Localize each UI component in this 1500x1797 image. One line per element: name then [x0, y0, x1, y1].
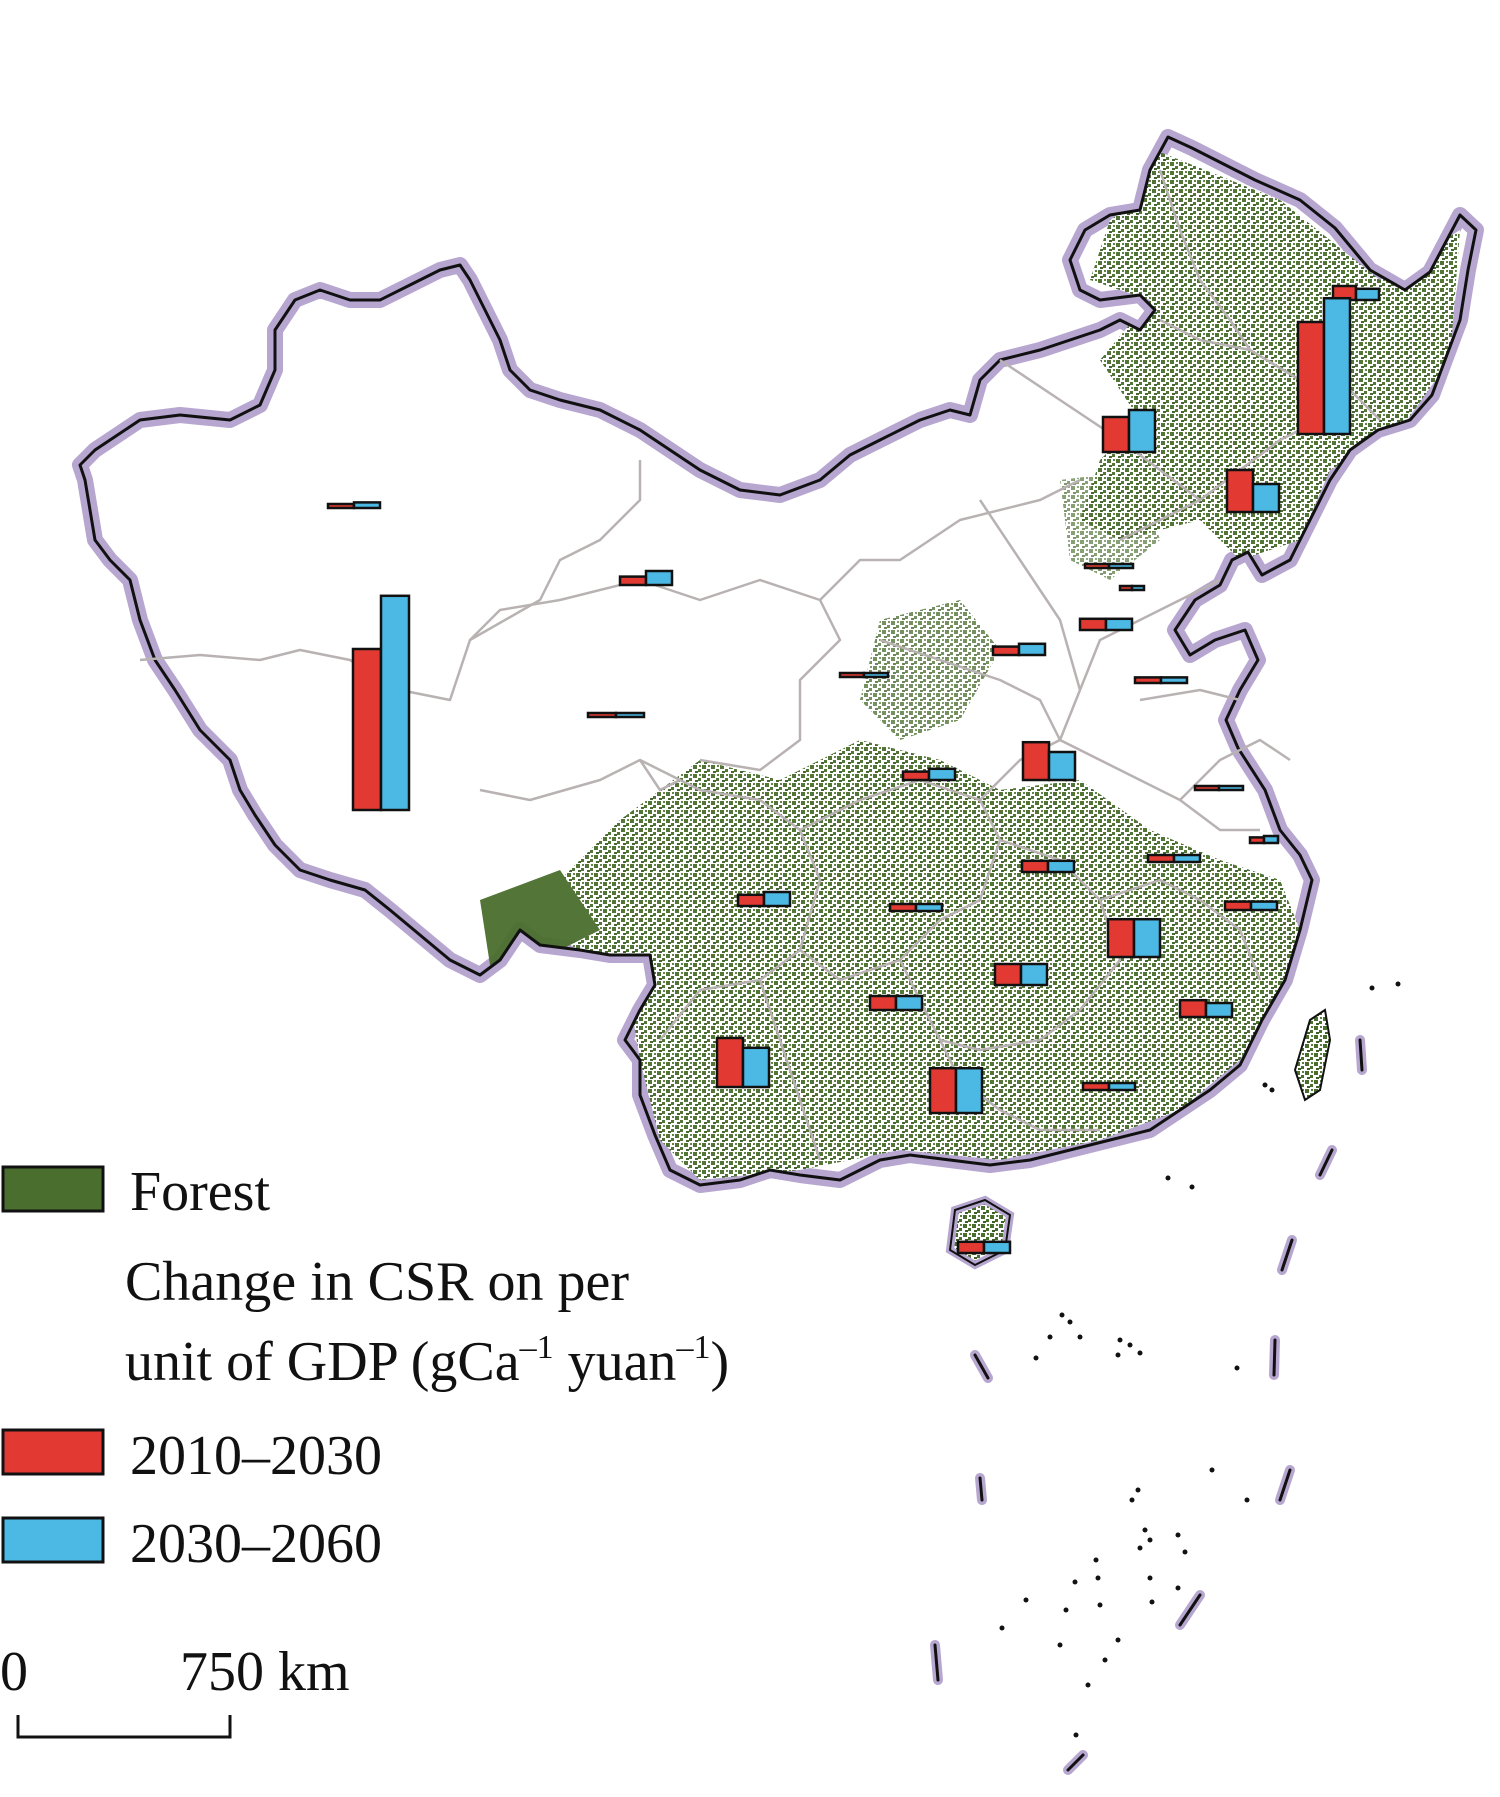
bar-hubei-2030-2060: [1046, 859, 1076, 874]
bar-jiangsu-2010-2030: [1193, 784, 1221, 792]
bar-guangxi-2030-2060: [954, 1066, 984, 1115]
bar-shanghai-2010-2030: [1248, 836, 1266, 845]
bar-xinjiang-north-2010-2030: [326, 502, 356, 510]
bar-tianjin-2030-2060: [1130, 584, 1146, 592]
scale-bar: 0 750 km: [0, 1641, 350, 1739]
bar-yunnan-2030-2060: [741, 1046, 771, 1089]
legend-label-forest: Forest: [130, 1161, 270, 1223]
bar-guangdong-2030-2060: [1107, 1081, 1137, 1092]
bar-xinjiang-north-2030-2060: [352, 501, 382, 510]
bar-qinghai-2010-2030: [586, 711, 618, 719]
bar-shanxi-2030-2060: [1017, 642, 1047, 657]
bar-guangdong-2010-2030: [1081, 1081, 1111, 1092]
legend-title-line1: Change in CSR on per: [125, 1251, 629, 1313]
bar-guizhou-2030-2060: [894, 994, 924, 1012]
legend: Forest Change in CSR on per unit of GDP …: [1, 1161, 729, 1575]
bar-jilin-2010-2030: [1225, 468, 1255, 514]
bar-inner-mongolia-east-2030-2060: [1127, 408, 1157, 454]
bar-zhejiang-2030-2060: [1249, 900, 1279, 912]
legend-title-line2: unit of GDP (gCa–1 yuan–1): [125, 1329, 729, 1393]
bar-shanghai-2030-2060: [1262, 834, 1280, 845]
bar-sichuan-2030-2060: [762, 890, 792, 908]
legend-swatch-2010-2030: [1, 1428, 105, 1476]
bar-ningxia-2030-2060: [862, 671, 890, 679]
bar-hebei-2010-2030: [1078, 617, 1108, 632]
bar-hainan-2010-2030: [956, 1240, 986, 1255]
china-border-outline: [78, 135, 1478, 1187]
bar-anhui-2010-2030: [1146, 853, 1176, 864]
bar-guizhou-2010-2030: [868, 994, 898, 1012]
bar-shaanxi-2010-2030: [901, 770, 931, 782]
bar-jilin-2030-2060: [1251, 482, 1281, 514]
scale-zero-label: 0: [0, 1641, 28, 1703]
bar-fujian-2030-2060: [1204, 1001, 1234, 1019]
bar-shanxi-2010-2030: [991, 645, 1021, 657]
bar-xinjiang-2010-2030: [351, 647, 383, 812]
bar-shaanxi-2030-2060: [927, 767, 957, 782]
bar-tianjin-2010-2030: [1118, 584, 1134, 592]
bar-jiangsu-2030-2060: [1217, 784, 1245, 792]
bar-henan-2010-2030: [1021, 740, 1051, 782]
bar-heilongjiang-north-2030-2060: [1354, 287, 1381, 302]
taiwan-island: [1293, 1008, 1332, 1102]
bar-qinghai-2030-2060: [614, 711, 646, 719]
south-china-sea-dashes: [930, 1035, 1367, 1775]
bar-guangxi-2010-2030: [928, 1066, 958, 1115]
bar-gansu-2010-2030: [618, 575, 648, 587]
bar-chongqing-2030-2060: [914, 902, 944, 913]
bar-sichuan-2010-2030: [736, 893, 766, 908]
bar-xinjiang-2030-2060: [379, 594, 411, 812]
bar-anhui-2030-2060: [1172, 853, 1202, 864]
bar-liaoning-beijing-2030-2060: [1107, 562, 1135, 570]
bar-hunan-2030-2060: [1019, 962, 1049, 987]
bar-liaoning-beijing-2010-2030: [1083, 562, 1111, 570]
scale-end-label: 750 km: [180, 1641, 350, 1703]
bar-fujian-2010-2030: [1178, 998, 1208, 1019]
bar-ningxia-2010-2030: [838, 671, 866, 679]
bar-chongqing-2010-2030: [888, 902, 918, 913]
bar-jiangxi-2030-2060: [1132, 917, 1162, 959]
island-dots: [999, 981, 1401, 1738]
bar-jiangxi-2010-2030: [1106, 917, 1136, 959]
bar-shandong-2010-2030: [1133, 676, 1163, 685]
bar-gansu-2030-2060: [644, 569, 674, 587]
bar-shandong-2030-2060: [1159, 676, 1189, 685]
legend-label-2010-2030: 2010–2030: [130, 1425, 382, 1487]
bar-inner-mongolia-east-2010-2030: [1101, 415, 1131, 454]
bar-heilongjiang-2030-2060: [1322, 296, 1352, 436]
bar-hebei-2030-2060: [1104, 617, 1134, 632]
bar-hunan-2010-2030: [993, 962, 1023, 987]
bar-hainan-2030-2060: [982, 1240, 1012, 1255]
bar-heilongjiang-2010-2030: [1296, 320, 1326, 436]
csr-bars: [326, 284, 1381, 1255]
bar-hubei-2010-2030: [1020, 859, 1050, 874]
legend-swatch-forest: [1, 1165, 105, 1213]
bar-zhejiang-2010-2030: [1223, 900, 1253, 912]
legend-label-2030-2060: 2030–2060: [130, 1513, 382, 1575]
bar-henan-2030-2060: [1047, 750, 1077, 782]
scale-line: [16, 1715, 232, 1739]
legend-swatch-2030-2060: [1, 1516, 105, 1564]
bar-yunnan-2010-2030: [715, 1036, 745, 1089]
